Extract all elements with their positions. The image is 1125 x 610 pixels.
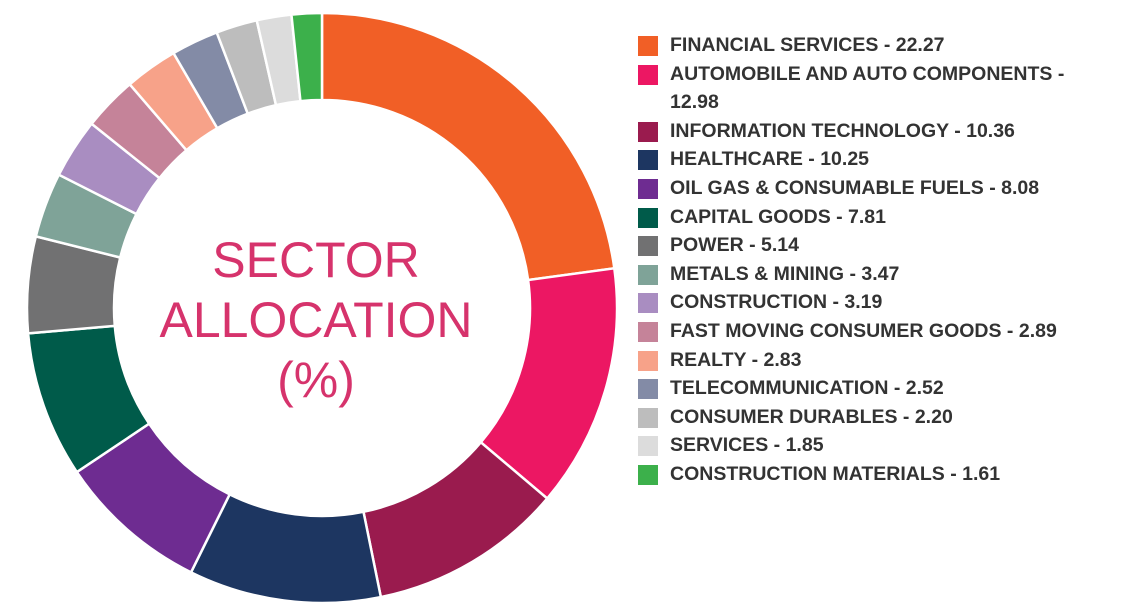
legend-label: TELECOMMUNICATION - 2.52 — [670, 377, 944, 400]
legend-item: SERVICES - 1.85 — [638, 431, 1118, 460]
legend-label: METALS & MINING - 3.47 — [670, 262, 900, 285]
chart-title-line-2: ALLOCATION — [159, 292, 472, 348]
legend-item: CONSUMER DURABLES - 2.20 — [638, 403, 1118, 432]
legend-label: CONSTRUCTION - 3.19 — [670, 291, 883, 314]
legend-label: CONSTRUCTION MATERIALS - 1.61 — [670, 462, 1001, 485]
legend-item: CAPITAL GOODS - 7.81 — [638, 203, 1118, 232]
legend-label: INFORMATION TECHNOLOGY - 10.36 — [670, 119, 1015, 142]
legend-item: REALTY - 2.83 — [638, 346, 1118, 375]
donut-chart: SECTOR ALLOCATION (%) — [25, 11, 619, 605]
legend-swatch — [638, 121, 658, 142]
legend-swatch — [638, 464, 658, 485]
legend-swatch — [638, 407, 658, 428]
legend-label: SERVICES - 1.85 — [670, 434, 824, 457]
legend-item: CONSTRUCTION - 3.19 — [638, 288, 1118, 317]
legend-swatch — [638, 436, 658, 457]
legend-item: METALS & MINING - 3.47 — [638, 260, 1118, 289]
legend-item: FINANCIAL SERVICES - 22.27 — [638, 31, 1118, 60]
legend-swatch — [638, 36, 658, 56]
legend-swatch — [638, 321, 658, 342]
legend-label: FAST MOVING CONSUMER GOODS - 2.89 — [670, 319, 1057, 342]
legend-label: FINANCIAL SERVICES - 22.27 — [670, 34, 945, 56]
legend-swatch — [638, 236, 658, 257]
legend-label: POWER - 5.14 — [670, 234, 799, 257]
chart-title-line-3: (%) — [277, 352, 355, 408]
legend: FINANCIAL SERVICES - 22.27 AUTOMOBILE AND… — [638, 31, 1118, 489]
legend-item: AUTOMOBILE AND AUTO COMPONENTS - 12.98 — [638, 60, 1118, 117]
legend-swatch — [638, 207, 658, 228]
slice-1 — [320, 11, 616, 282]
legend-swatch — [638, 293, 658, 314]
legend-swatch — [638, 350, 658, 371]
legend-swatch — [638, 178, 658, 199]
legend-label: REALTY - 2.83 — [670, 348, 802, 371]
legend-item: INFORMATION TECHNOLOGY - 10.36 — [638, 117, 1118, 146]
legend-label: OIL GAS & CONSUMABLE FUELS - 8.08 — [670, 176, 1040, 199]
legend-item: CONSTRUCTION MATERIALS - 1.61 — [638, 460, 1118, 489]
legend-swatch — [638, 64, 658, 85]
legend-label: CONSUMER DURABLES - 2.20 — [670, 405, 953, 428]
legend-item: FAST MOVING CONSUMER GOODS - 2.89 — [638, 317, 1118, 346]
legend-swatch — [638, 264, 658, 285]
legend-label: HEALTHCARE - 10.25 — [670, 148, 870, 171]
slice-15 — [290, 11, 324, 103]
legend-item: TELECOMMUNICATION - 2.52 — [638, 374, 1118, 403]
legend-item: OIL GAS & CONSUMABLE FUELS - 8.08 — [638, 174, 1118, 203]
legend-label: CAPITAL GOODS - 7.81 — [670, 205, 886, 228]
legend-swatch — [638, 379, 658, 400]
legend-label: AUTOMOBILE AND AUTO COMPONENTS - 12.98 — [670, 62, 1065, 114]
chart-title-line-1: SECTOR — [212, 232, 419, 288]
donut-slices — [25, 11, 619, 605]
legend-item: HEALTHCARE - 10.25 — [638, 145, 1118, 174]
legend-item: POWER - 5.14 — [638, 231, 1118, 260]
legend-swatch — [638, 150, 658, 171]
